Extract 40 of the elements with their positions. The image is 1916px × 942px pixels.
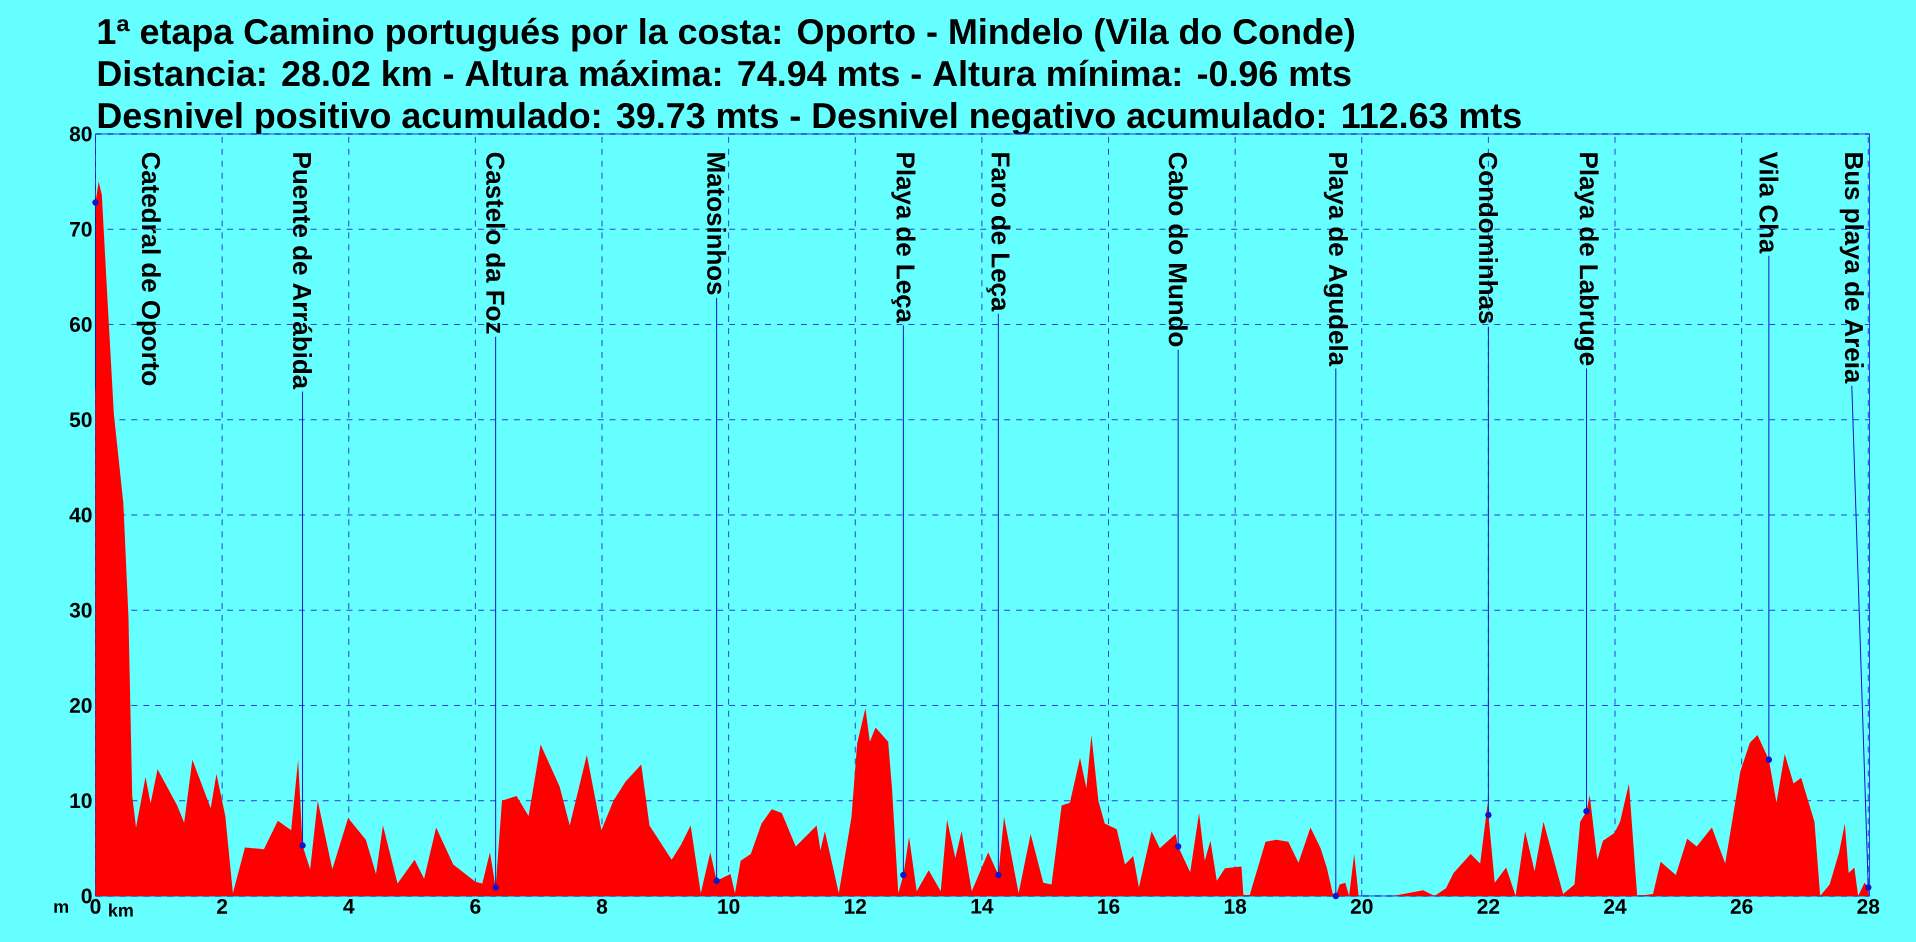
x-tick-label: 16 bbox=[1098, 899, 1120, 914]
annotation: Puente de Arrábida bbox=[292, 153, 313, 390]
y-tick-label: 70 bbox=[70, 221, 92, 237]
x-tick-label: 20 bbox=[1350, 899, 1373, 914]
annotation: Cabo do Mundo bbox=[1168, 152, 1188, 347]
x-axis-title: km bbox=[109, 903, 133, 917]
annotation: Catedral de Oporto bbox=[136, 152, 161, 386]
annotation: Playa de Agudela bbox=[1323, 153, 1348, 367]
y-tick-label: 80 bbox=[69, 126, 92, 142]
y-axis-title: m bbox=[54, 903, 69, 913]
x-tick-label: 8 bbox=[596, 899, 608, 914]
annotation: Bus playa de Areia bbox=[1839, 153, 1864, 384]
x-tick-label: 18 bbox=[1224, 899, 1247, 914]
chart-subtitle: Distancia: 28.02 km - Altura máxima: 74.94 mts - Altura mínima: -0.96 mts bbox=[98, 59, 1351, 87]
y-tick-label: 60 bbox=[69, 317, 92, 332]
y-tick-label: 50 bbox=[69, 412, 92, 428]
annotation: Matosinhos bbox=[707, 153, 727, 295]
y-tick-label: 30 bbox=[69, 602, 92, 618]
x-tick-label: 10 bbox=[718, 899, 740, 914]
x-tick-label: 12 bbox=[844, 899, 867, 914]
x-tick-label: 6 bbox=[470, 899, 481, 914]
annotation: Playa de Leça bbox=[891, 153, 916, 324]
y-tick-label: 40 bbox=[69, 507, 92, 523]
y-tick-label: 0 bbox=[81, 888, 92, 904]
x-tick-label: 4 bbox=[343, 899, 355, 914]
annotation: Vila Cha bbox=[1759, 151, 1779, 254]
annotation: Condominhas bbox=[1478, 152, 1498, 324]
x-tick-label: 22 bbox=[1477, 899, 1500, 914]
x-tick-label: 2 bbox=[217, 899, 228, 914]
x-tick-label: 24 bbox=[1604, 899, 1627, 914]
annotation: Castelo da Foz bbox=[486, 152, 506, 334]
x-tick-label: 14 bbox=[971, 899, 994, 914]
chart-title: 1ª etapa Camino portugués por la costa: Oporto - Mindelo (Vila do Conde) bbox=[98, 17, 1355, 52]
y-tick-label: 20 bbox=[69, 698, 92, 713]
annotation: Faro de Leça bbox=[986, 153, 1011, 312]
annotation: Playa de Labruge bbox=[1574, 153, 1599, 366]
x-tick-label: 28 bbox=[1857, 899, 1880, 914]
annotation: Desnivel positivo acumulado: 39.73 mts - Desnivel negativo acumulado: 112.63 mts bbox=[98, 101, 1521, 136]
y-tick-label: 10 bbox=[70, 793, 92, 809]
x-tick-label: 26 bbox=[1730, 899, 1753, 914]
